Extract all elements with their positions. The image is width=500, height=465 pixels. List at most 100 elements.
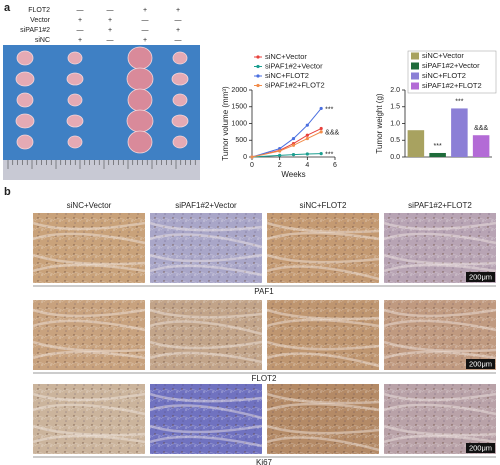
point — [278, 147, 282, 151]
condition-mark: — — [175, 37, 182, 44]
panel-label: b — [4, 186, 11, 198]
tumor — [126, 67, 154, 91]
x-tick-label: 6 — [333, 162, 337, 169]
legend-marker — [256, 83, 260, 88]
micrograph-texture — [384, 384, 496, 454]
tissue-strand — [266, 402, 380, 412]
condition-mark: — — [107, 7, 114, 14]
tissue-strand — [149, 308, 263, 319]
point — [250, 155, 254, 159]
tissue-strand — [32, 221, 146, 231]
scale-bar-label: 200μm — [469, 359, 492, 368]
micrograph-texture — [33, 384, 145, 454]
tumor — [171, 72, 189, 86]
micrograph-texture — [33, 213, 145, 283]
condition-mark: — — [77, 27, 84, 34]
legend-swatch — [411, 62, 419, 70]
legend-label: siPAF1#2+Vector — [265, 61, 323, 70]
y-axis-title: Tumor volume (mm³) — [221, 86, 230, 161]
column-header: siNC+Vector — [67, 201, 112, 210]
point — [305, 123, 309, 127]
tissue-strand — [266, 424, 380, 435]
x-tick-label: 2 — [278, 162, 282, 169]
tissue-strand — [266, 231, 380, 241]
tissue-strand — [266, 436, 380, 452]
scale-bar-box — [466, 443, 495, 453]
tissue-strand — [383, 232, 497, 245]
tissue-strand — [266, 265, 380, 281]
point — [319, 130, 323, 134]
tissue-strand — [383, 263, 497, 273]
point — [278, 153, 282, 157]
y-tick-label: 0.5 — [390, 137, 400, 144]
point — [319, 106, 323, 111]
tissue-strand — [383, 319, 497, 332]
tissue-strand — [383, 403, 497, 416]
point — [291, 143, 296, 147]
ruler — [3, 160, 200, 180]
y-tick-label: 2.0 — [390, 87, 400, 94]
tumor — [66, 114, 84, 128]
condition-mark: — — [175, 17, 182, 24]
stain-label: FLOT2 — [252, 374, 277, 383]
x-axis-title: Weeks — [281, 170, 305, 179]
tissue-strand — [32, 263, 146, 273]
tissue-strand — [32, 403, 146, 416]
tissue-strand — [149, 233, 263, 249]
legend-swatch — [411, 82, 419, 90]
condition-mark: + — [176, 7, 180, 14]
point — [305, 136, 309, 141]
micrograph-texture — [267, 300, 379, 370]
legend-label: siNC+FLOT2 — [422, 71, 466, 80]
tissue-strand — [383, 392, 497, 402]
tissue-strand — [149, 221, 263, 232]
tissue-strand — [149, 435, 263, 448]
bar — [451, 108, 468, 157]
tissue-strand — [383, 434, 497, 444]
y-tick-label: 500 — [235, 137, 247, 144]
tissue-strand — [383, 221, 497, 231]
y-tick-label: 1.5 — [390, 104, 400, 111]
stain-label: PAF1 — [254, 287, 274, 296]
tissue-strand — [32, 232, 146, 245]
legend-marker — [256, 55, 260, 59]
tissue-strand — [266, 253, 380, 264]
legend-swatch — [411, 52, 419, 60]
tumor — [127, 88, 153, 112]
scale-bar-box — [466, 359, 495, 369]
tumor — [16, 92, 34, 108]
y-tick-label: 0.0 — [390, 154, 400, 161]
legend-box — [407, 50, 497, 94]
tumor — [172, 93, 188, 107]
point — [319, 152, 323, 156]
tumor — [127, 130, 153, 154]
legend-label: siPAF1#2+FLOT2 — [422, 81, 482, 90]
tissue-strand — [32, 392, 146, 402]
bar — [407, 130, 425, 157]
tumor — [67, 51, 83, 65]
bar — [472, 135, 490, 157]
legend-marker — [256, 64, 260, 69]
y-tick-label: 1.0 — [390, 120, 400, 127]
tissue-strand — [149, 392, 263, 403]
significance: *** — [434, 143, 442, 150]
tissue-strand — [149, 264, 263, 277]
tissue-strand — [266, 352, 380, 368]
tissue-strand — [32, 340, 146, 353]
micrograph-texture — [384, 213, 496, 283]
condition-mark: + — [176, 27, 180, 34]
micrograph-texture — [267, 213, 379, 283]
condition-mark: + — [143, 7, 147, 14]
tumor — [126, 109, 154, 133]
series-line — [251, 108, 322, 158]
tissue-strand — [149, 340, 263, 350]
tissue-strand — [149, 320, 263, 336]
tumor — [127, 46, 153, 70]
series-line — [251, 131, 322, 158]
tissue-strand — [383, 253, 497, 266]
column-header: siNC+FLOT2 — [300, 201, 347, 210]
micrograph-texture — [267, 384, 379, 454]
micrograph-texture — [384, 300, 496, 370]
tissue-strand — [32, 350, 146, 360]
micrograph-texture — [150, 213, 262, 283]
